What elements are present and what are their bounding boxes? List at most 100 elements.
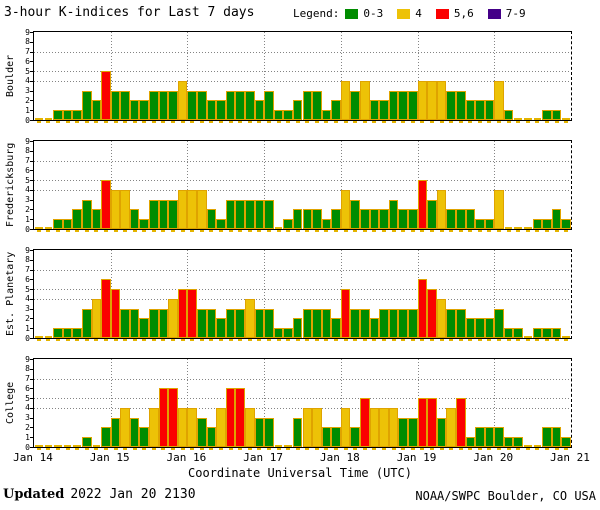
slot-tick [324, 339, 329, 341]
slot-tick [228, 121, 233, 123]
y-tick [30, 388, 33, 390]
k-threshold-gridline [34, 378, 571, 380]
slot-tick [46, 230, 51, 232]
k-bar [388, 407, 399, 447]
k-bar [81, 90, 92, 120]
slot-tick [161, 121, 166, 123]
y-tick [30, 90, 33, 92]
k-bar [503, 328, 514, 338]
y-tick-label: 1 [25, 105, 30, 115]
k-bar-zero [562, 336, 570, 338]
slot-tick [506, 339, 511, 341]
k-bar-zero [63, 445, 72, 447]
day-gridline [340, 32, 342, 120]
k-bar [350, 427, 361, 447]
slot-tick [123, 121, 128, 123]
slot-tick [276, 121, 281, 123]
k-bar [139, 219, 150, 229]
slot-tick [439, 339, 444, 341]
slot-tick [353, 121, 358, 123]
y-tick [30, 398, 33, 400]
k-bar [475, 219, 485, 229]
k-bar [417, 80, 428, 120]
k-bar [187, 189, 197, 229]
day-gridline [187, 141, 189, 229]
k-bar [551, 328, 562, 338]
k-bar [379, 100, 389, 120]
slot-tick [525, 448, 530, 450]
k-bar [379, 308, 389, 338]
y-tick [30, 209, 33, 211]
slot-tick [151, 121, 156, 123]
slot-tick [247, 448, 252, 450]
y-tick [30, 250, 33, 251]
k-bar [302, 209, 313, 229]
k-bar [446, 407, 456, 447]
slot-tick [151, 339, 156, 341]
slot-tick [55, 448, 60, 450]
k-bar [407, 308, 418, 338]
slot-tick [362, 230, 367, 232]
day-gridline [417, 32, 419, 120]
slot-tick [132, 448, 137, 450]
k-bar [417, 180, 428, 229]
slot-tick [36, 121, 41, 123]
credit-text: NOAA/SWPC Boulder, CO USA [415, 489, 596, 503]
k-bar [216, 219, 226, 229]
k-bar [235, 90, 245, 120]
slot-tick [247, 339, 252, 341]
k-bar [551, 110, 562, 120]
slot-tick [353, 448, 358, 450]
legend-item-label: 4 [415, 7, 422, 20]
y-tick-label: 6 [25, 165, 30, 175]
k-bar [206, 308, 217, 338]
y-tick-label: 5 [25, 175, 30, 185]
slot-tick [535, 339, 540, 341]
slot-tick [468, 230, 473, 232]
k-bar [62, 110, 73, 120]
k-bar-zero [92, 445, 101, 447]
y-tick-label: 8 [25, 146, 30, 156]
k-bar [101, 71, 111, 120]
slot-tick [94, 121, 99, 123]
slot-tick [420, 339, 425, 341]
k-bar [331, 209, 341, 229]
k-threshold-gridline [34, 51, 571, 53]
k-bar [129, 417, 140, 447]
k-bar [101, 427, 111, 447]
y-tick-label: 2 [25, 95, 30, 105]
x-tick-label: Jan 20 [473, 451, 514, 464]
k-bar [81, 308, 92, 338]
k-bar-zero [524, 118, 532, 120]
slot-tick [410, 339, 415, 341]
slot-tick [238, 339, 243, 341]
slot-tick [545, 230, 550, 232]
k-bar-zero [284, 445, 292, 447]
slot-tick [161, 230, 166, 232]
k-bar [398, 209, 408, 229]
k-bar-zero [44, 227, 53, 229]
x-tick-label: Jan 18 [319, 451, 360, 464]
slot-tick [401, 230, 406, 232]
slot-tick [171, 230, 176, 232]
slot-tick [535, 448, 540, 450]
k-bar [129, 100, 140, 120]
k-bar [72, 209, 82, 229]
k-bar [398, 90, 408, 120]
slot-tick [324, 121, 329, 123]
slot-tick [343, 448, 348, 450]
k-bar [225, 308, 236, 338]
slot-tick [84, 448, 89, 450]
slot-tick [314, 339, 319, 341]
k-bar [110, 289, 121, 338]
slot-tick [199, 448, 204, 450]
x-tick-label: Jan 15 [89, 451, 130, 464]
k-bar [53, 219, 63, 229]
k-bar-zero [35, 336, 43, 338]
slot-tick [75, 230, 80, 232]
legend-item-label: 0-3 [363, 7, 384, 20]
slot-tick [257, 339, 262, 341]
k-bar [455, 398, 466, 447]
slot-tick [545, 121, 550, 123]
k-bar [149, 199, 159, 229]
